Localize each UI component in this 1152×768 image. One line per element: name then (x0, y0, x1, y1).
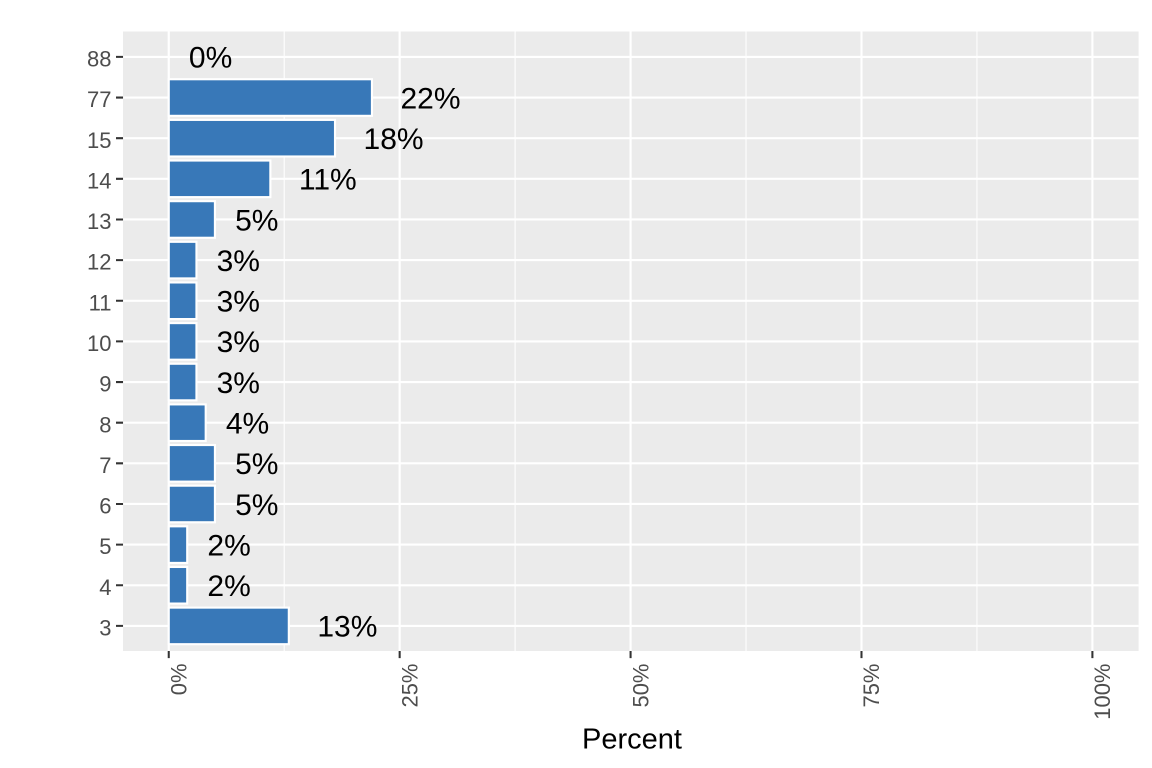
svg-text:4: 4 (99, 575, 111, 600)
svg-text:0%: 0% (167, 664, 192, 696)
svg-text:3%: 3% (217, 245, 260, 278)
svg-text:2%: 2% (207, 529, 250, 562)
svg-text:4%: 4% (226, 407, 269, 440)
svg-text:6: 6 (99, 494, 111, 519)
svg-text:13: 13 (87, 209, 111, 234)
svg-text:Percent: Percent (582, 723, 682, 755)
svg-text:12: 12 (87, 250, 111, 275)
svg-text:88: 88 (87, 47, 111, 72)
svg-text:10: 10 (87, 331, 111, 356)
svg-text:18%: 18% (364, 123, 424, 156)
svg-text:8: 8 (99, 412, 111, 437)
svg-text:11%: 11% (299, 164, 357, 197)
svg-text:100%: 100% (1090, 664, 1115, 720)
svg-text:15: 15 (87, 128, 111, 153)
svg-text:2%: 2% (207, 570, 250, 603)
svg-text:13%: 13% (317, 611, 377, 644)
svg-text:5: 5 (99, 534, 111, 559)
svg-text:0%: 0% (189, 42, 232, 75)
svg-text:7: 7 (99, 453, 111, 478)
svg-text:3%: 3% (217, 367, 260, 400)
svg-text:11: 11 (89, 290, 112, 315)
svg-text:50%: 50% (628, 664, 653, 708)
svg-text:77: 77 (87, 87, 111, 112)
svg-text:14: 14 (87, 168, 111, 193)
svg-text:5%: 5% (235, 448, 278, 481)
svg-text:5%: 5% (235, 489, 278, 522)
svg-text:25%: 25% (397, 664, 422, 708)
svg-text:3%: 3% (217, 326, 260, 359)
svg-text:75%: 75% (859, 664, 884, 708)
svg-text:3%: 3% (217, 286, 260, 319)
svg-text:9: 9 (99, 372, 111, 397)
svg-text:3: 3 (99, 616, 111, 641)
svg-text:5%: 5% (235, 204, 278, 237)
svg-text:22%: 22% (400, 82, 460, 115)
